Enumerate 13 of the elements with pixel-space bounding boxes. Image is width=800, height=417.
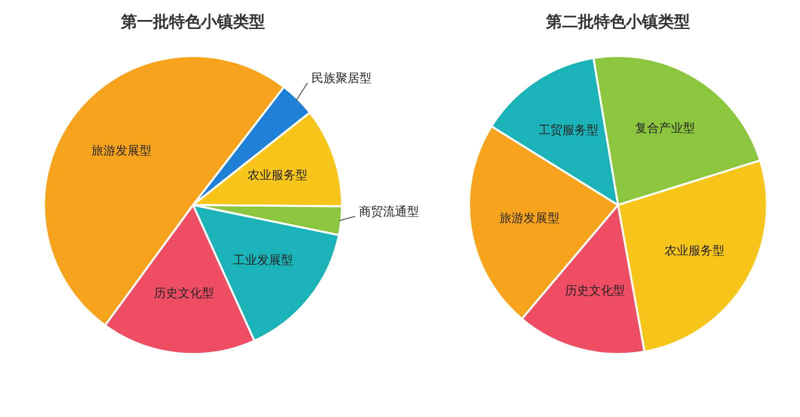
slice-label: 商贸流通型 <box>359 204 420 218</box>
slice-label: 历史文化型 <box>564 283 625 298</box>
chart-title: 第二批特色小镇类型 <box>546 12 690 33</box>
slice-label: 农业服务型 <box>664 243 724 258</box>
chart-title: 第一批特色小镇类型 <box>121 12 265 33</box>
slice-label: 历史文化型 <box>154 286 214 300</box>
slice-label: 旅游发展型 <box>91 143 152 158</box>
slice-label: 民族聚居型 <box>311 71 372 86</box>
slice-label: 工贸服务型 <box>538 122 598 137</box>
slice-label: 工业发展型 <box>232 252 293 267</box>
slice-label: 农业服务型 <box>248 168 308 182</box>
slice-label: 旅游发展型 <box>500 211 560 226</box>
slice-label: 复合产业型 <box>634 120 695 135</box>
